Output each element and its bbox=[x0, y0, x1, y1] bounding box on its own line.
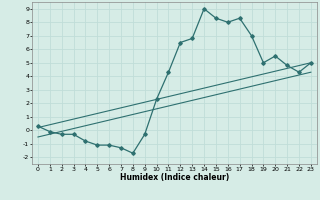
X-axis label: Humidex (Indice chaleur): Humidex (Indice chaleur) bbox=[120, 173, 229, 182]
